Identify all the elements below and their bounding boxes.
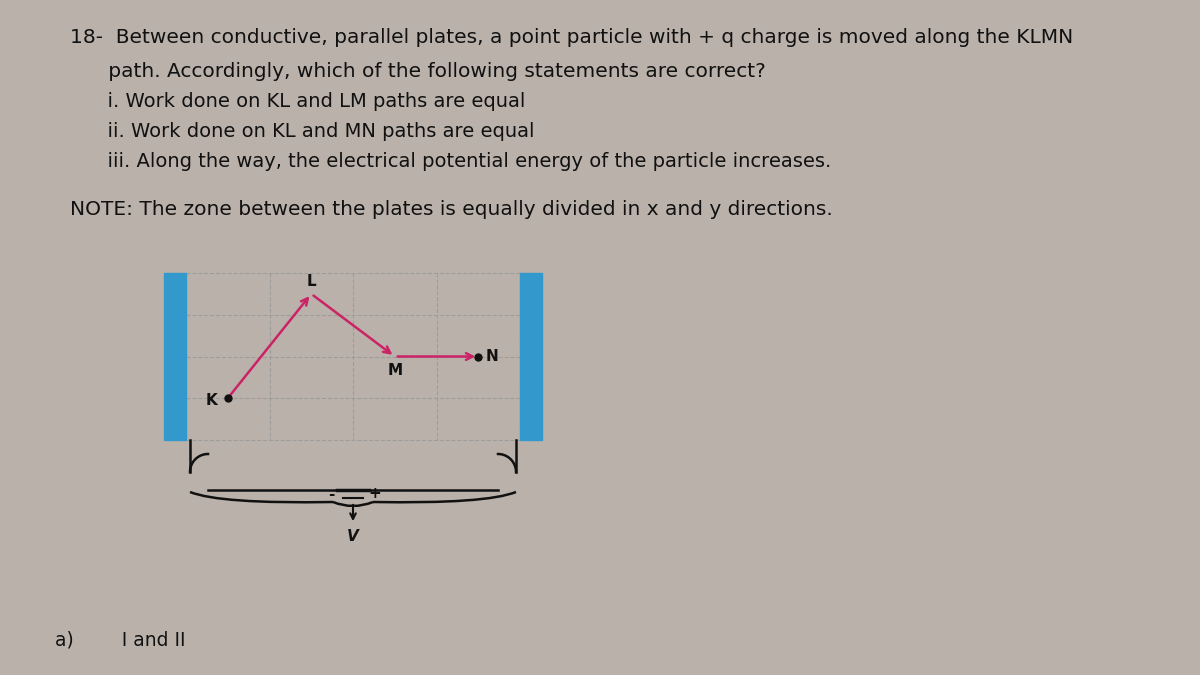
Text: V: V	[347, 529, 359, 544]
Text: path. Accordingly, which of the following statements are correct?: path. Accordingly, which of the followin…	[70, 62, 766, 81]
Text: 18-  Between conductive, parallel plates, a point particle with + q charge is mo: 18- Between conductive, parallel plates,…	[70, 28, 1073, 47]
Text: iii. Along the way, the electrical potential energy of the particle increases.: iii. Along the way, the electrical poten…	[70, 152, 832, 171]
Text: M: M	[388, 363, 402, 378]
Text: L: L	[306, 274, 316, 290]
Text: NOTE: The zone between the plates is equally divided in x and y directions.: NOTE: The zone between the plates is equ…	[70, 200, 833, 219]
Text: +: +	[368, 487, 382, 502]
Text: -: -	[328, 487, 334, 502]
Text: i. Work done on KL and LM paths are equal: i. Work done on KL and LM paths are equa…	[70, 92, 526, 111]
Text: K: K	[206, 393, 217, 408]
Text: ii. Work done on KL and MN paths are equal: ii. Work done on KL and MN paths are equ…	[70, 122, 534, 141]
Text: a)        I and II: a) I and II	[55, 630, 186, 649]
Text: N: N	[486, 349, 499, 364]
